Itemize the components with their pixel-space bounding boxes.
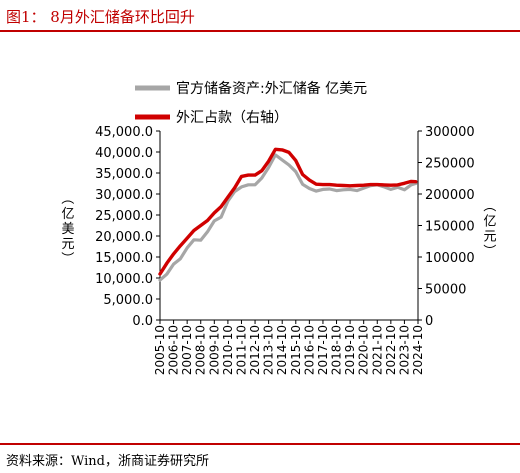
left-tick-label: 15,000.0 bbox=[95, 251, 153, 266]
x-tick-label: 2007-10 bbox=[180, 325, 194, 375]
x-tick-label: 2022-10 bbox=[384, 325, 398, 375]
x-tick-label: 2006-10 bbox=[167, 325, 181, 375]
left-tick-label: 45,000.0 bbox=[95, 125, 153, 140]
legend-label: 外汇占款（右轴） bbox=[176, 110, 288, 126]
axis-title-char: 元 bbox=[61, 237, 74, 252]
x-tick-label: 2005-10 bbox=[153, 325, 167, 375]
left-tick-label: 5,000.0 bbox=[103, 293, 153, 308]
right-tick-label: 300000 bbox=[425, 125, 475, 140]
right-tick-label: 0 bbox=[425, 314, 433, 329]
series-line-fx-position bbox=[158, 147, 418, 276]
x-tick-label: 2017-10 bbox=[316, 325, 330, 375]
axis-title-char: ） bbox=[481, 244, 496, 257]
x-tick-label: 2016-10 bbox=[302, 325, 316, 375]
x-tick-label: 2020-10 bbox=[357, 325, 371, 375]
header-rule bbox=[0, 30, 520, 32]
right-tick-label: 200000 bbox=[425, 188, 475, 203]
left-tick-label: 35,000.0 bbox=[95, 167, 153, 182]
figure-header: 图1： 8月外汇储备环比回升 bbox=[0, 0, 520, 32]
axis-title-char: （ bbox=[481, 199, 496, 212]
left-tick-label: 40,000.0 bbox=[95, 146, 153, 161]
x-tick-label: 2015-10 bbox=[289, 325, 303, 375]
x-tick-label: 2012-10 bbox=[248, 325, 262, 375]
left-tick-label: 10,000.0 bbox=[95, 272, 153, 287]
series-layer bbox=[158, 147, 418, 282]
axis-title-char: 亿 bbox=[483, 215, 496, 230]
axis-title-char: ） bbox=[59, 251, 74, 264]
series-line-reserves bbox=[158, 153, 418, 282]
right-tick-label: 150000 bbox=[425, 220, 475, 235]
x-tick-label: 2011-10 bbox=[234, 325, 248, 375]
left-axis-title: （ 亿美元） bbox=[59, 191, 75, 264]
axis-title-char: 美 bbox=[61, 222, 74, 237]
axis-title-char: 亿 bbox=[61, 207, 74, 222]
chart-axes: 0.0 5,000.0 10,000.0 15,000.0 20,000.0 25,000… bbox=[59, 125, 497, 375]
right-tick-label: 50000 bbox=[425, 283, 466, 298]
x-tick-label: 2008-10 bbox=[194, 325, 208, 375]
axis-title-char: （ bbox=[59, 191, 74, 204]
left-tick-label: 30,000.0 bbox=[95, 188, 153, 203]
right-tick-label: 250000 bbox=[425, 157, 475, 172]
x-tick-label: 2009-10 bbox=[207, 325, 221, 375]
x-tick-label: 2014-10 bbox=[275, 325, 289, 375]
x-tick-label: 2021-10 bbox=[370, 325, 384, 375]
left-tick-label: 20,000.0 bbox=[95, 230, 153, 245]
left-tick-label: 25,000.0 bbox=[95, 209, 153, 224]
footer-rule bbox=[0, 443, 520, 445]
right-axis-title: （ 亿元） bbox=[481, 199, 497, 257]
x-tick-label: 2018-10 bbox=[330, 325, 344, 375]
right-tick-label: 100000 bbox=[425, 251, 475, 266]
x-tick-label: 2013-10 bbox=[262, 325, 276, 375]
x-tick-label: 2019-10 bbox=[343, 325, 357, 375]
figure-source: 资料来源：Wind，浙商证券研究所 bbox=[6, 454, 209, 469]
figure-title: 图1： 8月外汇储备环比回升 bbox=[6, 8, 195, 26]
x-tick-label: 2024-10 bbox=[411, 325, 425, 375]
legend-label: 官方储备资产:外汇储备 亿美元 bbox=[176, 80, 367, 97]
x-tick-label: 2010-10 bbox=[221, 325, 235, 375]
left-tick-label: 0.0 bbox=[132, 314, 153, 329]
x-tick-label: 2023-10 bbox=[397, 325, 411, 375]
axis-title-char: 元 bbox=[483, 230, 496, 245]
